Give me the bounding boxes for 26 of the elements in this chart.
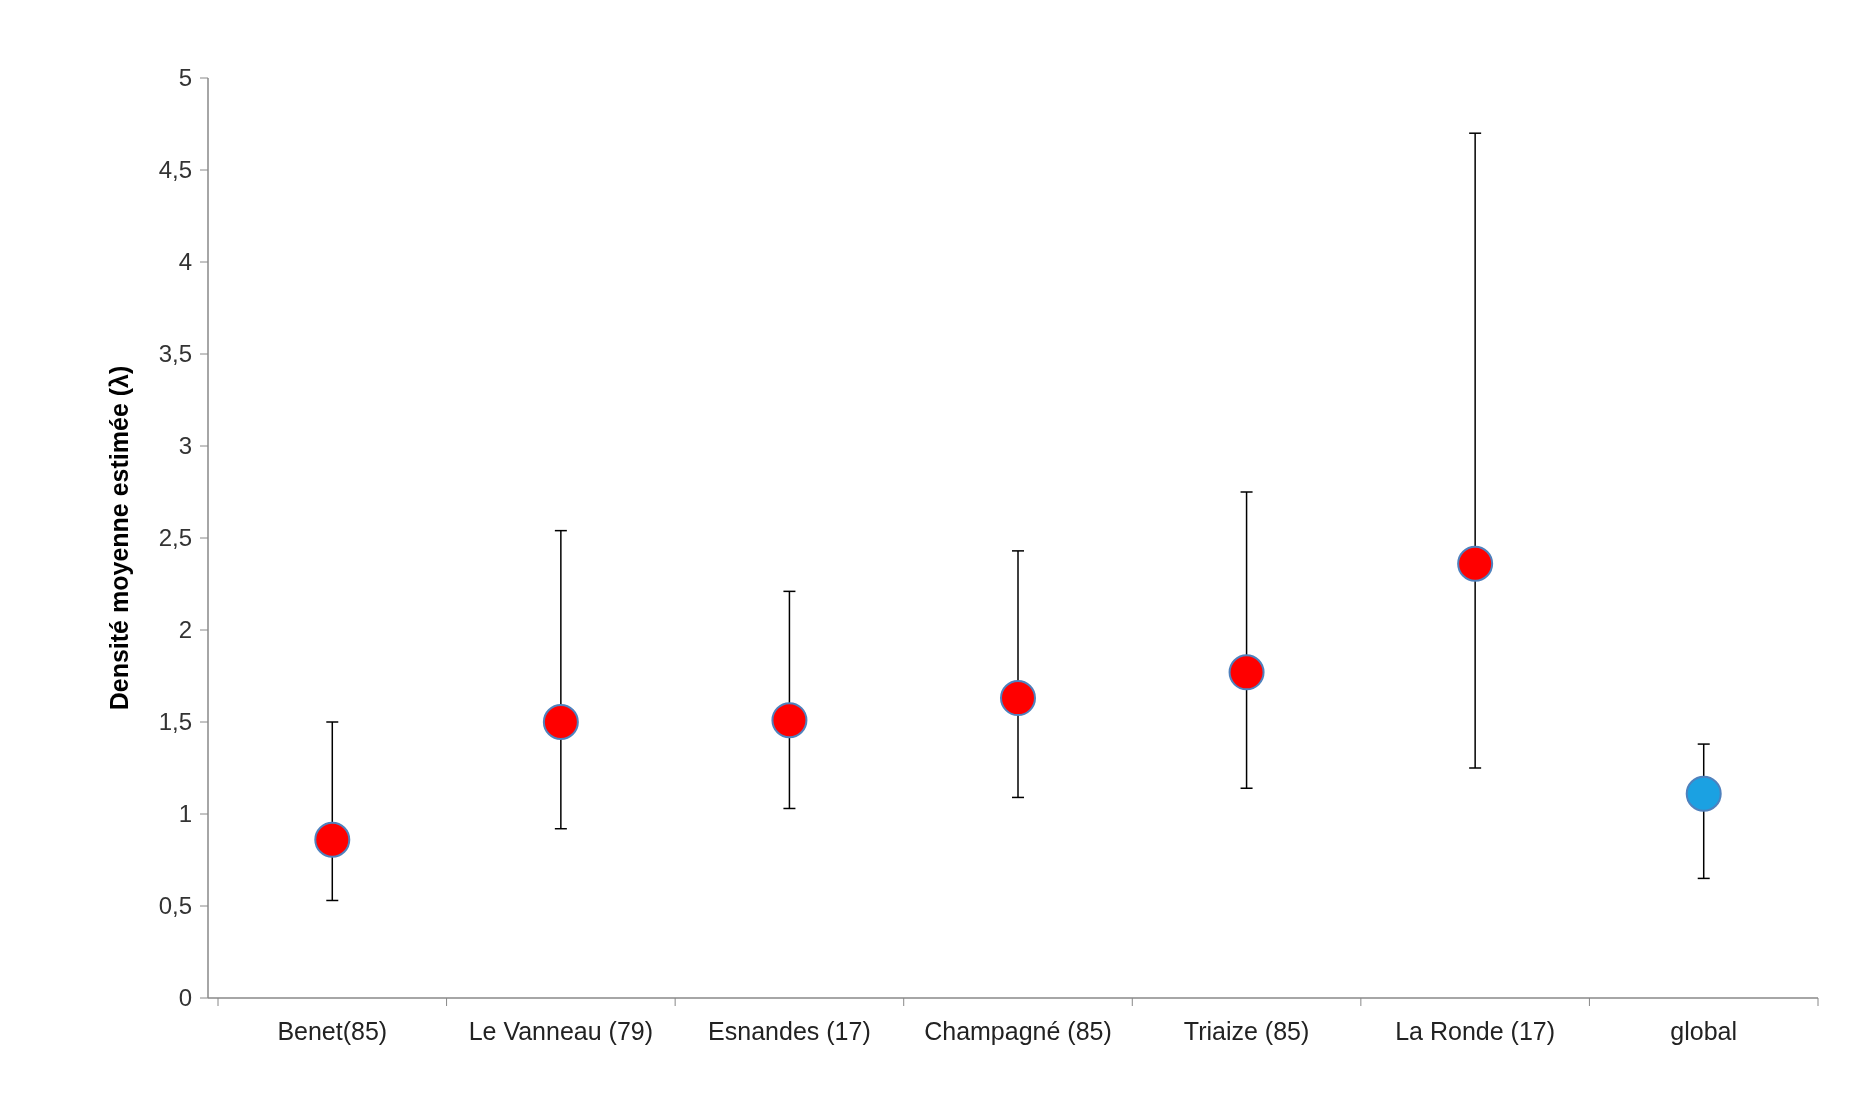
x-tick-label: Champagné (85) <box>924 1017 1112 1045</box>
point <box>542 704 579 740</box>
y-tick-label: 0 <box>178 984 192 1012</box>
y-tick-label: 1 <box>178 800 192 828</box>
x-tick-label: Esnandes (17) <box>708 1017 871 1045</box>
x-tick-label: global <box>1670 1017 1738 1045</box>
y-tick-label: 2,5 <box>158 524 192 552</box>
y-tick-label: 0,5 <box>158 892 192 920</box>
y-tick-label: 3,5 <box>158 340 192 368</box>
y-tick-label: 3 <box>178 432 192 460</box>
x-tick-label: Benet(85) <box>277 1017 388 1045</box>
x-tick-label: Triaize (85) <box>1183 1017 1310 1045</box>
point <box>1685 775 1722 812</box>
point <box>1000 680 1036 717</box>
y-tick-label: 4,5 <box>158 156 192 184</box>
y-tick-label: 1,5 <box>158 708 192 736</box>
y-tick-label: 4 <box>178 248 192 276</box>
y-tick-label: 2 <box>178 616 192 644</box>
point <box>314 821 351 858</box>
point <box>1457 545 1494 582</box>
x-tick-label: La Ronde (17) <box>1395 1017 1556 1045</box>
point <box>771 702 808 739</box>
y-axis-title: Densité moyenne estimée (λ) <box>105 365 133 711</box>
y-tick-label: 5 <box>178 64 192 92</box>
point <box>1228 654 1265 691</box>
x-tick-label: Le Vanneau (79) <box>468 1017 654 1045</box>
